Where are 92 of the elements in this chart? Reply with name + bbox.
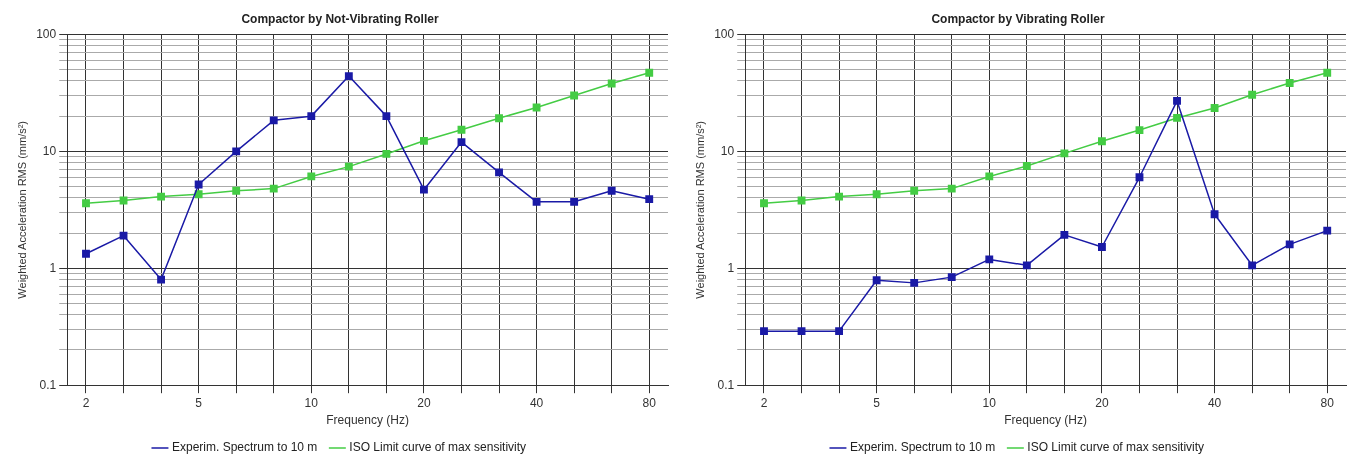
y-tick-label: 100 — [714, 26, 735, 41]
legend-label: ISO Limit curve of max sensitivity — [1027, 440, 1205, 455]
point — [985, 255, 994, 264]
point — [157, 275, 166, 284]
x-tick-label: 40 — [1207, 395, 1222, 410]
x-tick-label: 20 — [417, 395, 431, 410]
y-tick-label: 0.1 — [717, 377, 735, 392]
point — [495, 114, 503, 123]
y-tick-label: 10 — [720, 143, 735, 158]
point — [307, 112, 316, 121]
point — [1248, 90, 1257, 99]
point — [607, 186, 616, 195]
point — [570, 197, 579, 206]
point — [420, 136, 428, 145]
legend-label: Experim. Spectrum to 10 m — [171, 440, 318, 455]
point — [947, 184, 956, 193]
y-tick-label: 1 — [49, 260, 57, 275]
point — [760, 199, 768, 208]
point — [1173, 114, 1181, 122]
y-tick-label: 100 — [36, 26, 57, 41]
point — [82, 249, 90, 258]
point — [157, 192, 166, 201]
point — [910, 278, 919, 287]
chart-title: Compactor by Not-Vibrating Roller — [241, 11, 439, 26]
point — [1060, 149, 1069, 158]
point — [1060, 230, 1069, 239]
point — [872, 190, 881, 199]
point — [1022, 162, 1031, 170]
point — [532, 197, 541, 206]
point — [119, 231, 128, 240]
point — [382, 150, 391, 158]
point — [607, 79, 616, 88]
point — [1210, 104, 1219, 112]
point — [1135, 173, 1144, 182]
point — [835, 192, 844, 201]
y-tick-label: 1 — [727, 260, 735, 275]
y-tick-label: 0.1 — [39, 377, 57, 392]
point — [457, 138, 466, 147]
point — [344, 72, 353, 81]
point — [82, 199, 90, 208]
x-tick-label: 5 — [195, 395, 203, 410]
x-tick-label: 20 — [1095, 395, 1109, 410]
y-axis-title: Weighted Acceleration RMS (mm/s²) — [693, 120, 706, 299]
point — [457, 125, 466, 134]
point — [532, 103, 541, 112]
point — [570, 91, 579, 100]
x-tick-label: 80 — [1320, 395, 1335, 410]
point — [1210, 210, 1219, 219]
point — [872, 276, 881, 285]
point — [194, 190, 203, 199]
point — [1285, 240, 1294, 249]
point — [645, 195, 654, 204]
point — [1098, 243, 1106, 251]
point — [1173, 96, 1181, 105]
point — [269, 116, 278, 125]
point — [760, 327, 768, 336]
y-axis-title: Weighted Acceleration RMS (mm/s²) — [15, 120, 28, 299]
point — [1135, 126, 1144, 134]
point — [344, 162, 353, 171]
x-tick-label: 5 — [873, 395, 881, 410]
point — [232, 186, 241, 195]
point — [835, 327, 844, 336]
point — [232, 147, 241, 156]
point — [1323, 68, 1332, 77]
x-axis-title: Frequency (Hz) — [1004, 413, 1087, 428]
point — [1285, 79, 1294, 87]
y-tick-label: 10 — [42, 143, 57, 158]
point — [382, 112, 391, 121]
x-tick-label: 2 — [82, 395, 90, 410]
chart-title: Compactor by Vibrating Roller — [931, 11, 1105, 26]
point — [947, 273, 956, 282]
legend-label: Experim. Spectrum to 10 m — [849, 440, 996, 455]
x-tick-label: 80 — [642, 395, 657, 410]
point — [307, 172, 316, 181]
x-tick-label: 2 — [760, 395, 768, 410]
point — [985, 172, 994, 181]
point — [495, 168, 503, 177]
point — [1323, 226, 1332, 235]
point — [645, 68, 654, 77]
x-tick-label: 10 — [304, 395, 319, 410]
point — [194, 180, 203, 189]
point — [1022, 261, 1031, 270]
x-axis-title: Frequency (Hz) — [326, 413, 409, 428]
x-tick-label: 40 — [529, 395, 544, 410]
point — [1248, 261, 1257, 270]
x-tick-label: 10 — [982, 395, 997, 410]
point — [910, 186, 919, 195]
point — [269, 184, 278, 193]
point — [420, 185, 428, 194]
legend-label: ISO Limit curve of max sensitivity — [349, 440, 527, 455]
point — [797, 327, 806, 336]
point — [1098, 137, 1106, 146]
